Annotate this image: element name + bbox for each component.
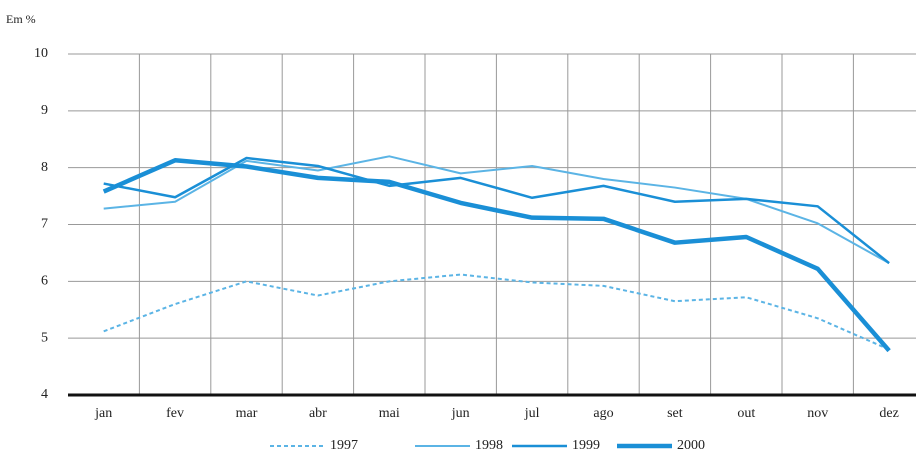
y-tick-label: 5 [41, 330, 48, 345]
y-tick-label: 9 [41, 103, 48, 118]
y-tick-label: 8 [41, 160, 48, 175]
x-tick-label: ago [593, 406, 613, 421]
legend-label: 1998 [475, 438, 503, 453]
legend-label: 1997 [330, 438, 358, 453]
x-tick-label: fev [166, 406, 184, 421]
x-tick-label: abr [309, 406, 327, 421]
series-line [103, 273, 890, 351]
legend-label: 2000 [677, 438, 705, 453]
x-tick-label: jun [451, 406, 470, 421]
y-tick-label: 7 [41, 217, 48, 232]
x-tick-label: mar [236, 406, 258, 421]
y-tick-label: 6 [41, 274, 48, 289]
x-tick-label: set [667, 406, 683, 421]
legend-label: 1999 [572, 438, 600, 453]
y-tick-label: 10 [34, 46, 48, 61]
y-axis-label: Em % [6, 12, 36, 26]
x-tick-label: jul [524, 406, 540, 421]
x-tick-label: dez [879, 406, 898, 421]
series-line [102, 158, 891, 353]
x-tick-label: out [737, 406, 755, 421]
y-tick-label: 4 [41, 387, 48, 402]
x-tick-label: jan [94, 406, 112, 421]
x-tick-label: mai [379, 406, 400, 421]
x-tick-label: nov [807, 406, 828, 421]
